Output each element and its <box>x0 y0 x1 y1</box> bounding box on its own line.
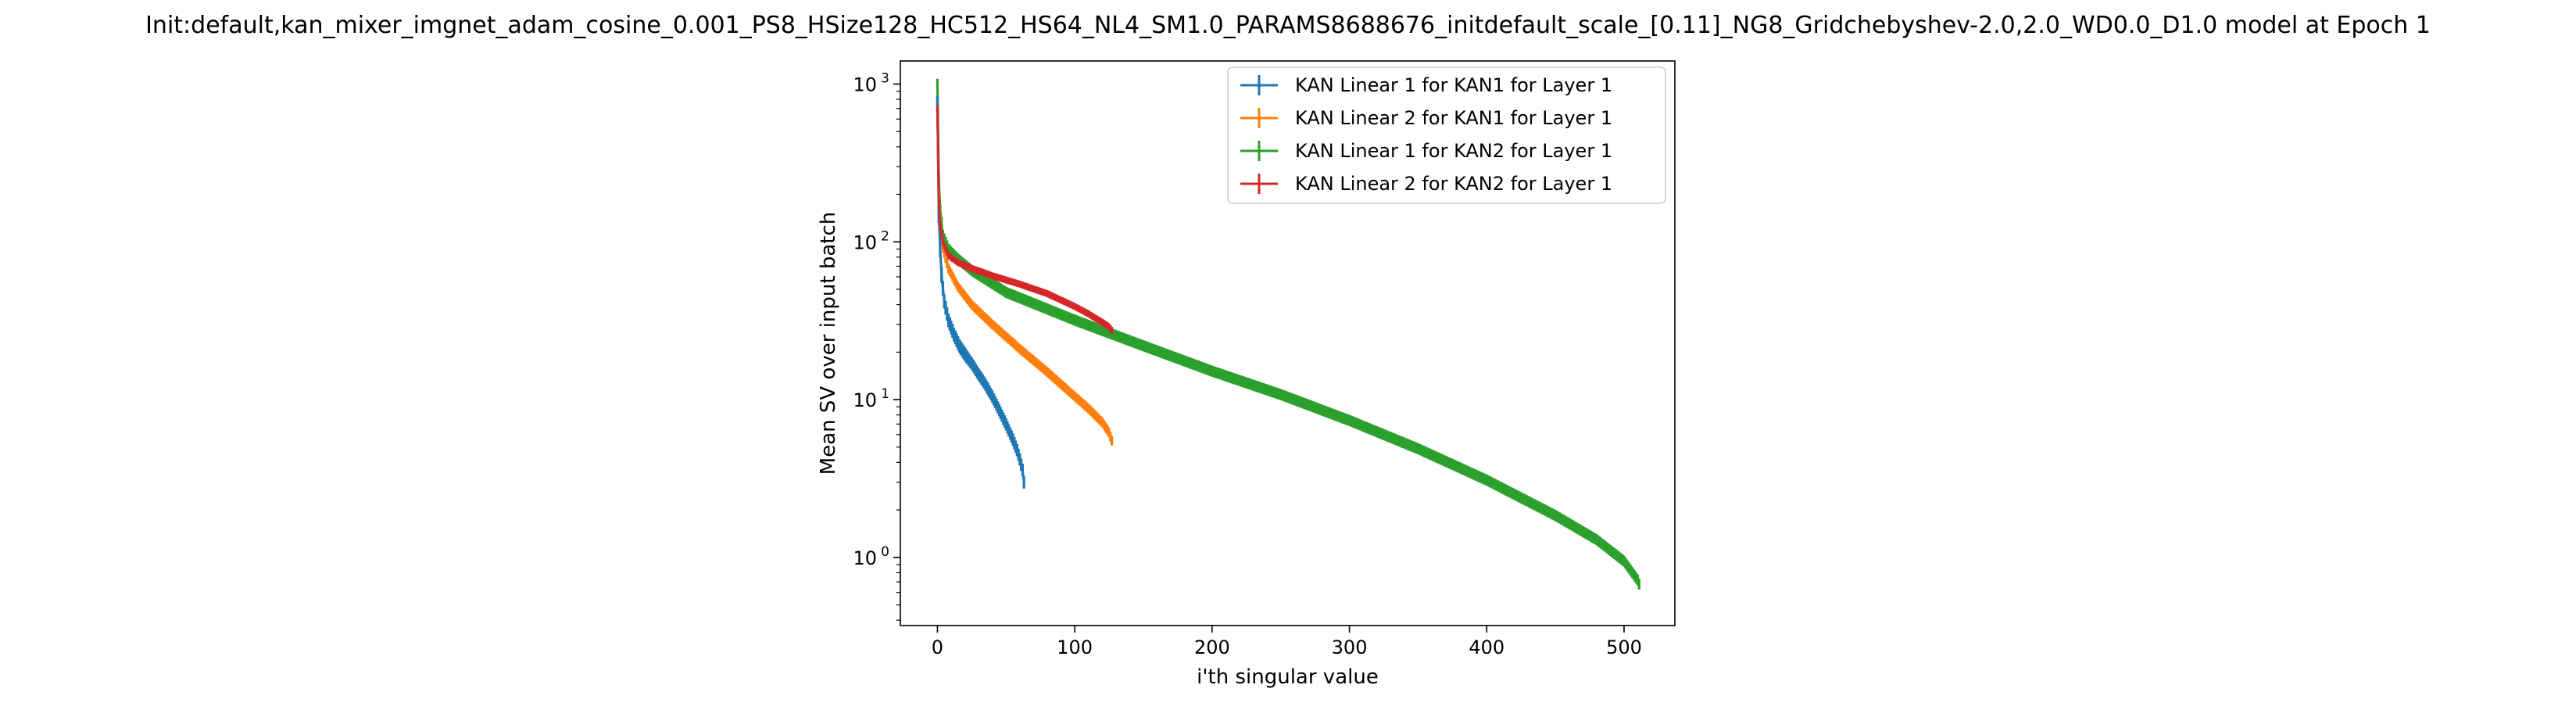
legend-item: KAN Linear 2 for KAN2 for Layer 1 <box>1240 173 1612 195</box>
y-tick-label: 10 <box>853 389 877 411</box>
series-1 <box>936 95 1025 489</box>
chart-title: Init:default,kan_mixer_imgnet_adam_cosin… <box>145 12 2431 39</box>
x-tick-label: 500 <box>1606 636 1642 658</box>
y-axis-label: Mean SV over input batch <box>817 212 840 475</box>
x-axis-label: i'th singular value <box>1197 665 1379 689</box>
series-line <box>936 84 1640 585</box>
y-tick-exponent: 0 <box>881 544 889 560</box>
x-tick-label: 200 <box>1194 636 1230 658</box>
x-tick-label: 100 <box>1057 636 1093 658</box>
x-tick-label: 300 <box>1332 636 1368 658</box>
legend-box <box>1227 66 1666 204</box>
series-layer <box>936 78 1640 590</box>
y-tick-label: 10 <box>853 547 877 569</box>
series-line <box>936 102 1114 441</box>
x-tick-label: 400 <box>1469 636 1504 658</box>
y-tick-exponent: 3 <box>881 70 889 86</box>
legend-label: KAN Linear 2 for KAN1 for Layer 1 <box>1295 107 1612 129</box>
legend-label: KAN Linear 1 for KAN1 for Layer 1 <box>1295 74 1612 96</box>
legend-label: KAN Linear 2 for KAN2 for Layer 1 <box>1295 173 1612 195</box>
legend: KAN Linear 1 for KAN1 for Layer 1 KAN Lin… <box>1227 66 1666 204</box>
x-tick-label: 0 <box>932 636 943 658</box>
series-line <box>936 108 1113 332</box>
y-tick-exponent: 2 <box>881 228 889 244</box>
y-tick-label: 10 <box>853 231 877 253</box>
legend-item: KAN Linear 1 for KAN1 for Layer 1 <box>1240 74 1612 96</box>
series-line <box>936 103 1025 482</box>
plot-area <box>900 60 1676 626</box>
series-3 <box>936 78 1640 590</box>
legend-label: KAN Linear 1 for KAN2 for Layer 1 <box>1295 140 1612 162</box>
legend-item: KAN Linear 2 for KAN1 for Layer 1 <box>1240 107 1612 129</box>
y-tick-exponent: 1 <box>881 386 889 402</box>
series-4 <box>936 105 1114 334</box>
legend-item: KAN Linear 1 for KAN2 for Layer 1 <box>1240 140 1612 162</box>
x-axis: 0 100 200 300 400 500 <box>932 626 1642 658</box>
y-tick-label: 10 <box>853 74 877 95</box>
axes-frame <box>900 60 1676 626</box>
